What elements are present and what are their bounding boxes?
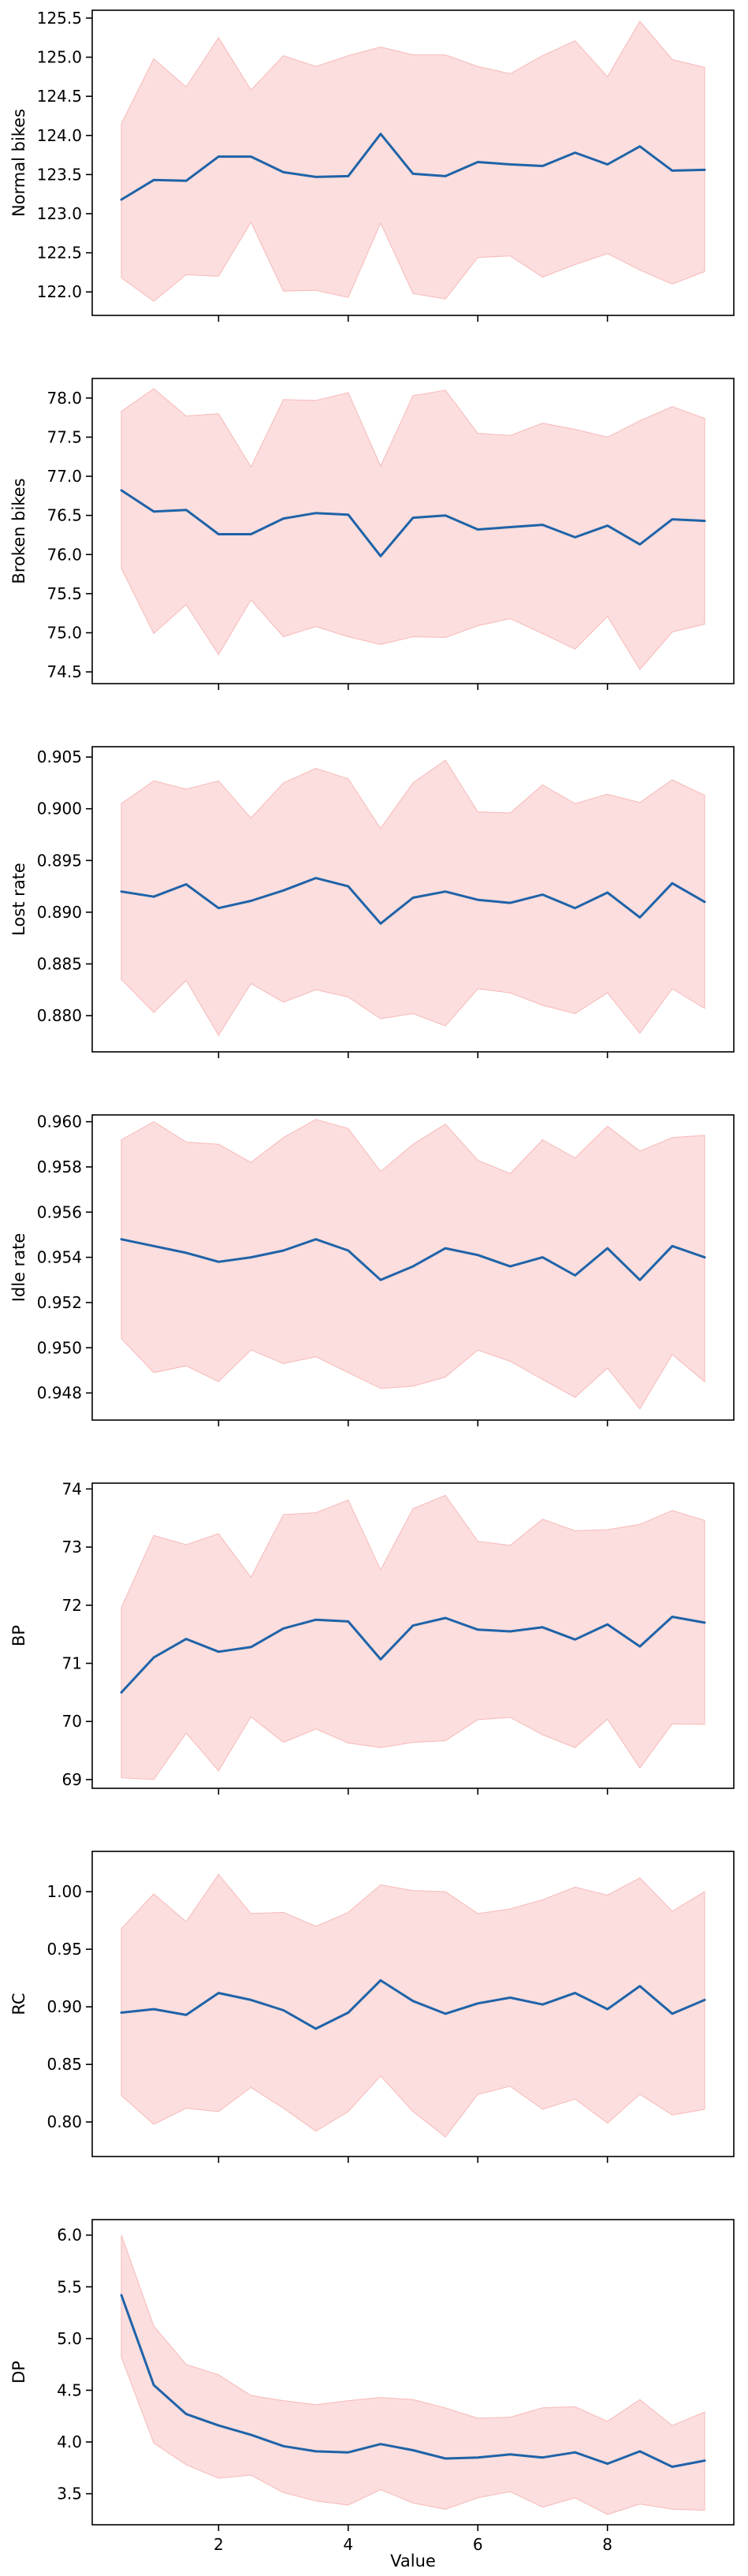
panel-rc: 0.80 0.85 0.90 0.95 1.00 RC (9, 1851, 735, 2163)
y-tick-label: 75.0 (47, 624, 82, 643)
subplots: 122.0 122.5 123.0 123.5 124.0 124.5 125.0 125.5… (9, 9, 735, 2531)
y-tick-label: 4.0 (57, 2432, 82, 2451)
panel-lost-rate: 0.880 0.885 0.890 0.895 0.900 0.905 Lost rate (9, 746, 735, 1058)
x-tick-label: 2 (214, 2535, 224, 2554)
y-tick-label: 5.0 (57, 2329, 82, 2348)
panel-normal-bikes: 122.0 122.5 123.0 123.5 124.0 124.5 125.0 125.5… (9, 9, 735, 322)
y-tick-label: 0.952 (37, 1293, 82, 1312)
mean-line (120, 1238, 706, 1281)
panel-broken-bikes: 74.5 75.0 75.5 76.0 76.5 77.0 77.5 78.0 Broken b… (9, 378, 735, 690)
confidence-band (121, 2235, 705, 2515)
y-tick-label: 4.5 (57, 2380, 82, 2399)
y-tick-label: 0.95 (47, 1940, 82, 1959)
panel-dp: 3.5 4.0 4.5 5.0 5.5 6.0 DP (9, 2219, 735, 2531)
y-tick-label: 123.0 (37, 204, 82, 223)
axes-frame (91, 1482, 735, 1789)
mean-line (120, 489, 706, 557)
axes-frame (91, 9, 735, 316)
y-tick-label: 3.5 (57, 2485, 82, 2503)
axes-frame (91, 1114, 735, 1421)
y-axis-label: BP (9, 1625, 28, 1646)
y-tick-label: 122.5 (37, 244, 82, 263)
y-tick-label: 74 (62, 1479, 82, 1498)
y-tick-label: 75.5 (47, 584, 82, 603)
y-tick-label: 0.80 (47, 2112, 82, 2131)
y-tick-label: 122.0 (37, 282, 82, 301)
y-tick-label: 71 (62, 1654, 82, 1673)
y-tick-label: 124.5 (37, 87, 82, 106)
y-tick-label: 0.900 (37, 800, 82, 818)
y-tick-label: 0.895 (37, 851, 82, 870)
y-axis-label: RC (9, 1993, 28, 2015)
confidence-band (121, 21, 705, 302)
axes-frame (91, 378, 735, 684)
x-tick-label: 6 (473, 2535, 483, 2554)
y-tick-label: 125.0 (37, 48, 82, 67)
y-tick-label: 74.5 (47, 662, 82, 681)
mean-line (120, 1979, 706, 2030)
y-tick-label: 78.0 (47, 389, 82, 408)
y-tick-label: 6.0 (57, 2226, 82, 2245)
y-tick-label: 0.890 (37, 903, 82, 922)
y-tick-label: 76.0 (47, 545, 82, 564)
y-tick-label: 0.956 (37, 1202, 82, 1221)
confidence-band (121, 388, 705, 670)
y-tick-label: 0.948 (37, 1384, 82, 1403)
y-tick-label: 0.960 (37, 1113, 82, 1131)
shared-x-axis: 2 4 6 8 (214, 2535, 612, 2554)
mean-line (120, 132, 706, 201)
y-tick-label: 0.958 (37, 1158, 82, 1176)
y-tick-label: 0.885 (37, 954, 82, 973)
y-axis-label: Broken bikes (9, 478, 28, 583)
y-tick-label: 5.5 (57, 2277, 82, 2296)
y-tick-label: 73 (62, 1538, 82, 1556)
y-tick-label: 77.0 (47, 467, 82, 486)
mean-line (120, 1616, 706, 1694)
y-tick-label: 0.90 (47, 1997, 82, 2016)
y-tick-label: 125.5 (37, 9, 82, 28)
y-tick-label: 76.5 (47, 506, 82, 525)
y-tick-label: 124.0 (37, 126, 82, 145)
axes-frame (91, 746, 735, 1053)
y-tick-label: 1.00 (47, 1882, 82, 1901)
x-tick-label: 4 (343, 2535, 353, 2554)
confidence-band (121, 1119, 705, 1410)
confidence-band (121, 1494, 705, 1780)
x-tick-label: 8 (602, 2535, 612, 2554)
mean-line (120, 877, 706, 925)
y-tick-label: 123.5 (37, 165, 82, 184)
y-tick-label: 0.880 (37, 1006, 82, 1025)
y-tick-label: 69 (62, 1770, 82, 1789)
confidence-band (121, 1873, 705, 2138)
axes-frame (91, 2219, 735, 2526)
y-axis-label: Idle rate (9, 1233, 28, 1303)
mean-line (120, 2294, 706, 2468)
y-tick-label: 0.905 (37, 747, 82, 766)
x-axis-label: Value (390, 2552, 436, 2570)
y-tick-label: 0.950 (37, 1338, 82, 1357)
panel-bp: 69 70 71 72 73 74 BP (9, 1479, 735, 1795)
y-axis-label: DP (9, 2361, 28, 2384)
y-tick-label: 72 (62, 1596, 82, 1615)
y-axis-label: Lost rate (9, 863, 28, 936)
panel-idle-rate: 0.948 0.950 0.952 0.954 0.956 0.958 0.960 Idle … (9, 1113, 735, 1426)
y-tick-label: 70 (62, 1712, 82, 1731)
y-tick-label: 0.85 (47, 2055, 82, 2074)
axes-frame (91, 1851, 735, 2157)
y-tick-label: 0.954 (37, 1248, 82, 1267)
y-axis-label: Normal bikes (9, 109, 28, 217)
y-tick-label: 77.5 (47, 427, 82, 446)
